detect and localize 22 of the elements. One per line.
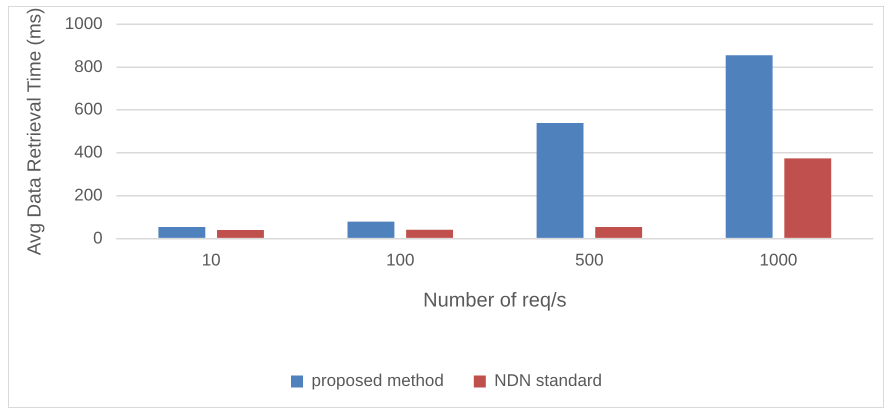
bar <box>595 227 642 238</box>
x-tick-label: 500 <box>575 250 604 270</box>
legend-label: NDN standard <box>494 371 602 390</box>
y-tick-label: 1000 <box>64 14 103 33</box>
x-axis-title: Number of req/s <box>423 290 567 312</box>
y-axis-title: Avg Data Retrieval Time (ms) <box>24 8 46 256</box>
y-tick-label: 800 <box>74 56 103 76</box>
bar <box>158 227 206 238</box>
bar <box>217 230 264 238</box>
y-tick-label: 0 <box>93 228 103 248</box>
y-tick-label: 200 <box>74 185 103 204</box>
y-tick-label: 600 <box>74 100 103 119</box>
bar <box>406 230 454 238</box>
x-tick-label: 1000 <box>760 250 798 270</box>
x-tick-label: 10 <box>202 250 221 270</box>
bar <box>536 123 584 238</box>
x-tick-label: 100 <box>386 250 414 270</box>
bar <box>348 222 394 238</box>
bar <box>784 158 832 238</box>
bar <box>726 55 773 238</box>
legend-label: proposed method <box>311 371 444 390</box>
y-tick-label: 400 <box>74 142 103 162</box>
